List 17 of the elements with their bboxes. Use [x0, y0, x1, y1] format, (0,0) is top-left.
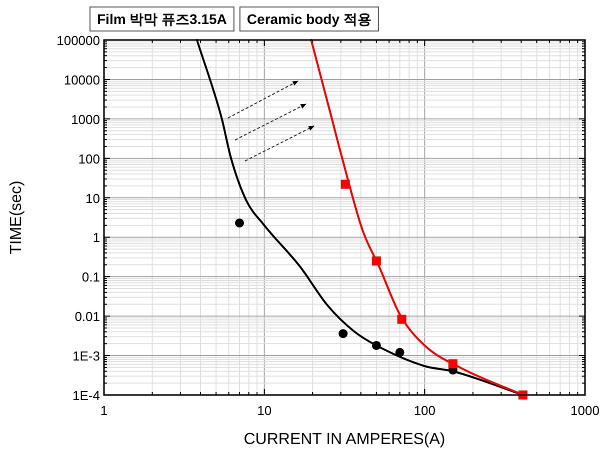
y-tick-label: 1000	[71, 112, 100, 127]
y-tick-label: 10000	[64, 72, 100, 88]
y-tick-label: 1	[92, 230, 100, 246]
y-axis-title: TIME(sec)	[8, 180, 25, 254]
y-tick-label: 1E-3	[72, 348, 100, 364]
x-tick-label: 1000	[570, 403, 600, 418]
y-tick-label: 0.1	[82, 270, 100, 285]
x-tick-label: 10	[257, 403, 272, 418]
y-tick-label: 0.01	[74, 309, 100, 324]
y-tick-label: 100000	[56, 33, 100, 48]
y-tick-label: 1E-4	[72, 388, 100, 403]
annotation: Film 박막 퓨즈3.15A	[90, 6, 234, 32]
x-tick-label: 100	[414, 403, 436, 418]
x-axis-title: CURRENT IN AMPERES(A)	[244, 431, 446, 448]
y-tick-label: 10	[86, 190, 100, 206]
annotation: Ceramic body 적용	[239, 6, 379, 32]
y-tick-label: 100	[78, 151, 100, 166]
